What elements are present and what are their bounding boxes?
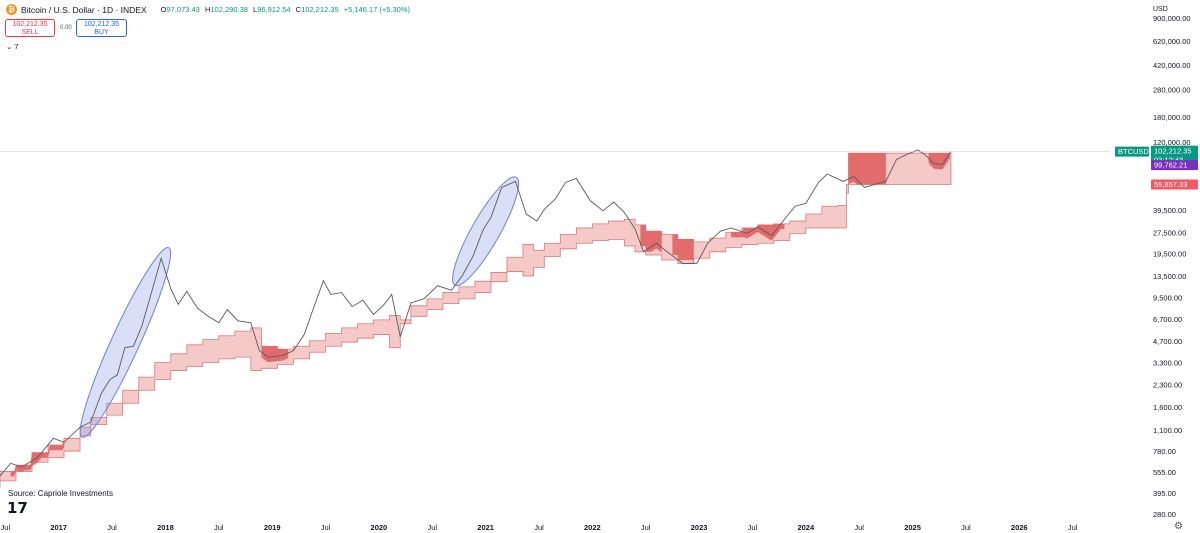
x-tick-label: Jul: [961, 523, 971, 532]
y-tick-label: 420,000.00: [1153, 61, 1191, 70]
buy-button[interactable]: 102,212.35 BUY: [76, 19, 127, 37]
x-tick-label: 2017: [50, 523, 67, 532]
sell-button[interactable]: 102,212.35 SELL: [5, 19, 55, 37]
ohlc-close-label: C: [295, 5, 302, 14]
sell-label: SELL: [21, 29, 39, 36]
sell-price: 102,212.35: [12, 21, 48, 28]
y-tick-label: 1,100.00: [1153, 426, 1182, 435]
ohlc-high-label: H: [204, 5, 211, 14]
y-tick-label: 9,500.00: [1153, 294, 1182, 303]
y-tick-label: 27,500.00: [1153, 228, 1186, 237]
source-note: Source: Capriole Investments: [8, 489, 113, 498]
highlight-ellipse: [79, 247, 172, 438]
x-tick-label: 2023: [691, 523, 708, 532]
y-tick-label: 280.00: [1153, 510, 1176, 519]
level-1-tag: 99,762.21: [1154, 161, 1187, 170]
x-tick-label: Jul: [534, 523, 544, 532]
band-dark-segment: [261, 346, 289, 363]
x-tick-label: 2021: [477, 523, 494, 532]
buy-price: 102,212.35: [83, 21, 120, 28]
x-tick-label: 2025: [904, 523, 921, 532]
ohlc-high-value: 102,290.38: [210, 5, 248, 14]
gear-icon[interactable]: ⚙: [1174, 521, 1183, 532]
indicator-toggle[interactable]: ⌄ 7: [6, 42, 19, 51]
x-tick-label: Jul: [107, 523, 117, 532]
level-2-tag-bg: [1151, 179, 1198, 190]
highlight-ellipse: [452, 176, 520, 287]
x-tick-label: Jul: [1, 523, 11, 532]
x-tick-label: Jul: [748, 523, 758, 532]
level-1-tag-bg: [1151, 160, 1198, 171]
x-tick-label: Jul: [214, 523, 224, 532]
symbol-title[interactable]: Bitcoin / U.S. Dollar · 1D · INDEX: [21, 4, 147, 15]
symbol-tag-bg: [1115, 146, 1149, 157]
ohlc-open-label: O: [160, 5, 167, 14]
x-tick-label: 2024: [797, 523, 815, 532]
y-tick-label: 3,300.00: [1153, 358, 1182, 367]
y-tick-label: 13,500.00: [1153, 272, 1186, 281]
ohlc-close-value: 102,212.35: [301, 5, 339, 14]
band-dark-segment: [731, 223, 785, 241]
y-tick-label: 900,000.00: [1153, 14, 1191, 23]
x-tick-label: Jul: [427, 523, 437, 532]
y-tick-label: 1,600.00: [1153, 403, 1182, 412]
band-dark-segment: [672, 234, 694, 264]
y-tick-label: 780.00: [1153, 447, 1176, 456]
y-tick-label: 4,700.00: [1153, 337, 1182, 346]
x-tick-label: 2020: [371, 523, 388, 532]
band-dark-segment: [848, 153, 886, 185]
support-band: [0, 152, 952, 488]
chart-header: ₿ Bitcoin / U.S. Dollar · 1D · INDEX O97…: [6, 4, 410, 15]
x-tick-label: Jul: [321, 523, 331, 532]
y-tick-label: 39,500.00: [1153, 206, 1186, 215]
y-tick-label: 620,000.00: [1153, 37, 1191, 46]
buy-label: BUY: [94, 29, 109, 36]
axis-currency[interactable]: USD: [1153, 6, 1168, 13]
band-dark-segment: [928, 153, 950, 170]
tradingview-logo[interactable]: 17: [7, 499, 28, 517]
x-tick-label: Jul: [854, 523, 864, 532]
y-tick-label: 280,000.00: [1153, 86, 1191, 95]
x-tick-label: 2018: [157, 523, 174, 532]
y-tick-label: 120,000.00: [1153, 138, 1191, 147]
bitcoin-icon: ₿: [6, 4, 17, 15]
y-tick-label: 395.00: [1153, 489, 1176, 498]
last-price-tag: 102,212.35: [1154, 147, 1192, 156]
y-tick-label: 19,500.00: [1153, 249, 1186, 258]
ohlc-low-label: L: [253, 5, 258, 14]
level-2-tag: 59,857.33: [1154, 180, 1187, 189]
symbol-tag: BTCUSD: [1118, 147, 1149, 156]
price-line: [0, 149, 952, 477]
ohlc-change: +5,146.17 (+5.30%): [343, 5, 411, 14]
y-tick-label: 555.00: [1153, 468, 1176, 477]
x-tick-label: 2026: [1011, 523, 1028, 532]
x-tick-label: Jul: [641, 523, 651, 532]
band-dark-segment: [640, 224, 662, 253]
ohlc-open-value: 97,073.43: [166, 5, 200, 14]
ohlc-low-value: 96,912.54: [257, 5, 291, 14]
x-tick-label: Jul: [1068, 523, 1078, 532]
x-tick-label: 2019: [264, 523, 281, 532]
y-tick-label: 6,700.00: [1153, 315, 1182, 324]
x-tick-label: 2022: [584, 523, 601, 532]
ohlc-readout: O97,073.43 H102,290.38 L96,912.54 C102,2…: [161, 5, 410, 14]
spread-value: 0.00: [60, 25, 72, 31]
y-tick-label: 180,000.00: [1153, 113, 1191, 122]
y-tick-label: 2,300.00: [1153, 381, 1182, 390]
